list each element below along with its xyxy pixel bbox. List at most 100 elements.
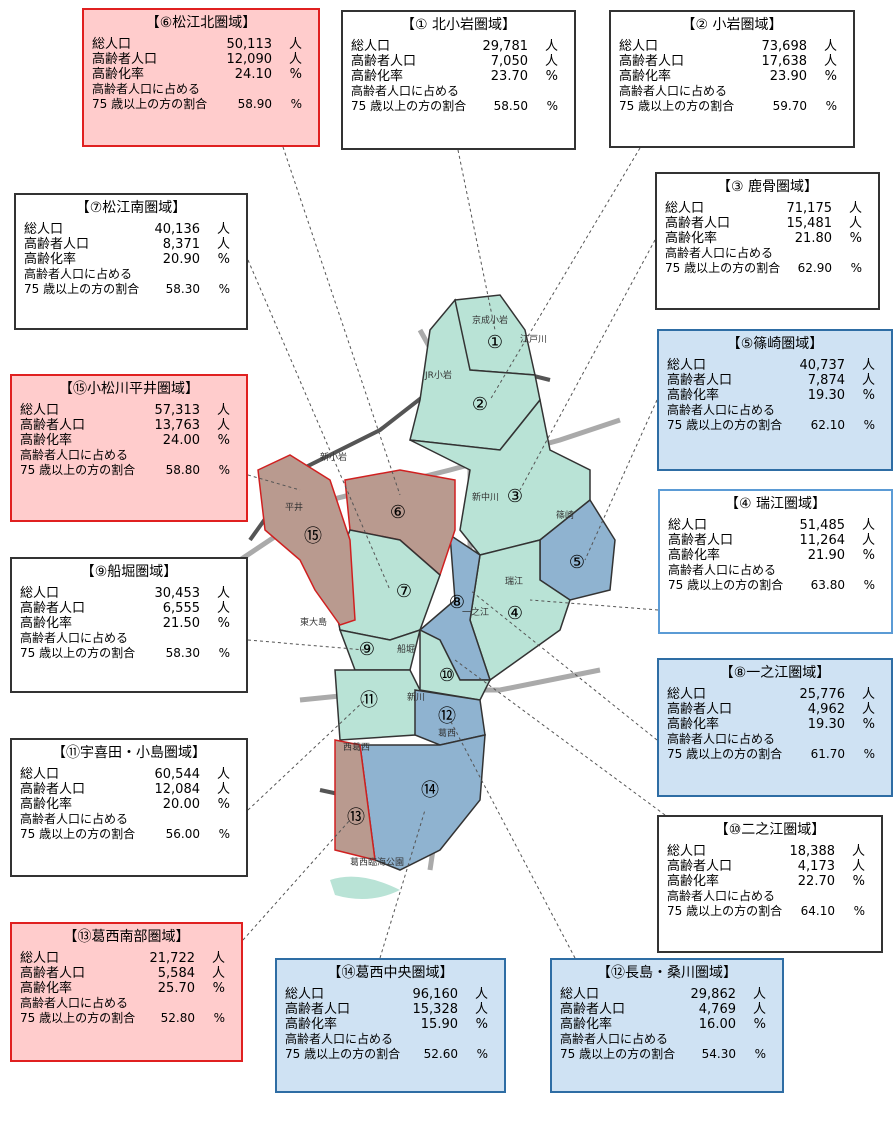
stat-unit: % [217, 433, 230, 448]
stat-row: 総人口 57,313 人 [20, 403, 238, 418]
stat-value: 57,313 [154, 403, 201, 418]
stat-unit: % [476, 1047, 488, 1061]
station-label: 葛西 [438, 727, 456, 739]
stat-value: 40,136 [154, 222, 201, 237]
stats-box: 【⑤篠崎圏域】 総人口 40,737 人高齢者人口 7,874 人高齢化率 19.30% 高齢… [657, 329, 893, 471]
stat-row: 高齢化率 23.90% [619, 69, 845, 84]
stat-row: 高齢化率 20.00% [20, 797, 238, 812]
stat-unit: % [862, 548, 875, 563]
stat-value: 51,485 [799, 518, 846, 533]
stat-row: 高齢化率 21.90% [668, 548, 883, 563]
stat-row: 総人口 40,737 人 [667, 358, 883, 373]
stat-row: 高齢者人口 8,371 人 [24, 237, 238, 252]
stat-row: 75 歳以上の方の割合 52.80% [20, 1011, 233, 1026]
stat-unit: % [212, 981, 225, 996]
stat-unit: 人 [823, 54, 837, 69]
stat-value: 62.10 [810, 418, 845, 432]
stat-label: 高齢者人口に占める [667, 403, 776, 417]
stat-value: 50,113 [226, 37, 273, 52]
stat-label: 高齢化率 [665, 231, 718, 246]
stat-row: 総人口 29,781 人 [351, 39, 566, 54]
box-title: 【④ 瑞江圏域】 [724, 496, 826, 512]
stat-label: 総人口 [665, 201, 705, 216]
stat-row: 総人口 18,388 人 [667, 844, 873, 859]
stat-unit: 人 [216, 222, 230, 237]
stat-row: 75 歳以上の方の割合 62.90% [665, 261, 870, 276]
box-title: 【⑫長島・桑川圏域】 [597, 965, 737, 981]
stat-row: 75 歳以上の方の割合 56.00% [20, 827, 238, 842]
stat-unit: % [862, 388, 875, 403]
leader-lines [242, 146, 666, 959]
stat-unit: % [217, 797, 230, 812]
stat-label: 75 歳以上の方の割合 [20, 1011, 136, 1025]
stat-value: 29,862 [690, 987, 737, 1002]
station-label: 新小岩 [320, 451, 347, 463]
stat-unit: % [754, 1047, 766, 1061]
stat-row: 高齢化率 25.70% [20, 981, 233, 996]
stat-value: 54.30 [701, 1047, 736, 1061]
stat-label: 高齢者人口 [20, 418, 86, 433]
stat-label: 高齢者人口 [92, 52, 158, 67]
district-label: ⑨ [359, 639, 375, 660]
district-label: ⑩ [439, 665, 455, 686]
stat-label: 高齢者人口 [667, 859, 733, 874]
stat-unit: % [863, 418, 875, 432]
stat-value: 25,776 [799, 687, 846, 702]
stat-label: 75 歳以上の方の割合 [665, 261, 781, 275]
stat-value: 4,962 [807, 702, 845, 717]
stat-label: 高齢化率 [20, 797, 73, 812]
stats-box: 【⑫長島・桑川圏域】 総人口 29,862 人高齢者人口 4,769 人高齢化率 16.00… [550, 958, 784, 1093]
stat-label: 高齢者人口 [619, 54, 685, 69]
district-label: ⑬ [347, 807, 365, 828]
stat-label: 75 歳以上の方の割合 [619, 99, 735, 113]
stat-label: 高齢化率 [668, 548, 721, 563]
stat-unit: 人 [288, 52, 302, 67]
stat-row: 高齢者人口に占める [20, 812, 238, 827]
stat-row: 75 歳以上の方の割合 58.50% [351, 99, 566, 114]
stat-label: 高齢者人口に占める [92, 82, 201, 96]
stat-label: 75 歳以上の方の割合 [667, 904, 783, 918]
stat-value: 20.00 [162, 797, 200, 812]
stats-box: 【⑧一之江圏域】 総人口 25,776 人高齢者人口 4,962 人高齢化率 19.30% 高… [657, 658, 893, 797]
stat-value: 19.30 [807, 717, 845, 732]
stat-value: 5,584 [157, 966, 195, 981]
stat-unit: % [849, 231, 862, 246]
stat-label: 総人口 [351, 39, 391, 54]
stat-label: 総人口 [20, 951, 60, 966]
stat-row: 高齢化率 21.80% [665, 231, 870, 246]
stat-value: 22.70 [797, 874, 835, 889]
stat-label: 総人口 [668, 518, 708, 533]
stat-value: 64.10 [800, 904, 835, 918]
stat-label: 高齢者人口に占める [20, 631, 129, 645]
stat-row: 総人口 29,862 人 [560, 987, 774, 1002]
stat-unit: 人 [211, 951, 225, 966]
stats-box: 【⑮小松川平井圏域】 総人口 57,313 人高齢者人口 13,763 人高齢化率 24.0… [10, 374, 248, 522]
stat-unit: 人 [851, 859, 865, 874]
stat-value: 56.00 [165, 827, 200, 841]
stat-row: 総人口 73,698 人 [619, 39, 845, 54]
stat-value: 21.80 [794, 231, 832, 246]
stat-value: 15.90 [420, 1017, 458, 1032]
district-label: ③ [507, 486, 523, 507]
stats-box: 【⑪宇喜田・小島圏域】 総人口 60,544 人高齢者人口 12,084 人高齢化率 20.… [10, 738, 248, 877]
stat-value: 21.50 [162, 616, 200, 631]
stat-label: 総人口 [20, 403, 60, 418]
district-label: ⑫ [438, 706, 456, 727]
box-title: 【⑥松江北圏域】 [145, 15, 257, 31]
stat-value: 7,874 [807, 373, 845, 388]
stat-value: 60,544 [154, 767, 201, 782]
stat-unit: % [545, 69, 558, 84]
stat-label: 高齢者人口 [20, 601, 86, 616]
stat-value: 7,050 [490, 54, 528, 69]
stat-label: 75 歳以上の方の割合 [285, 1047, 401, 1061]
box-title: 【⑪宇喜田・小島圏域】 [52, 745, 206, 761]
district-label: ⑧ [449, 592, 465, 613]
stat-value: 58.90 [237, 97, 272, 111]
stats-box: 【④ 瑞江圏域】 総人口 51,485 人高齢者人口 11,264 人高齢化率 21.90%… [658, 489, 893, 634]
stat-value: 96,160 [412, 987, 459, 1002]
stats-box: 【⑬葛西南部圏域】 総人口 21,722 人高齢者人口 5,584 人高齢化率 25.70%… [10, 922, 243, 1062]
stat-row: 高齢者人口 13,763 人 [20, 418, 238, 433]
district-label: ⑭ [421, 780, 439, 801]
stat-label: 高齢者人口に占める [24, 267, 133, 281]
